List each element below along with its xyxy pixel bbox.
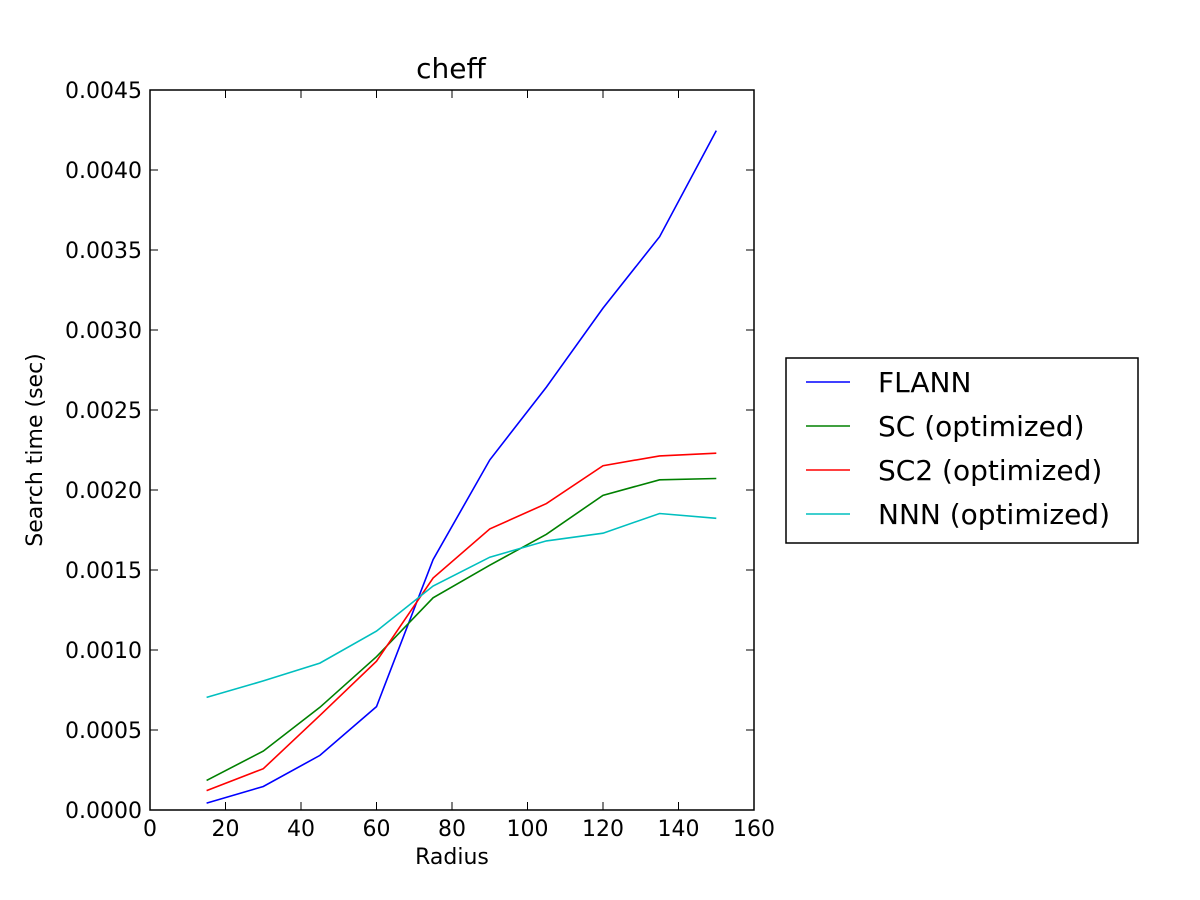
x-tick-label: 0 xyxy=(143,817,157,842)
x-tick-label: 40 xyxy=(287,817,315,842)
y-tick-label: 0.0010 xyxy=(65,639,142,664)
x-axis-label: Radius xyxy=(415,845,489,870)
chart-title: cheff xyxy=(416,52,486,85)
series-lines xyxy=(206,130,718,804)
legend-label: FLANN xyxy=(878,366,971,399)
series-line-2 xyxy=(206,452,717,792)
y-tick-label: 0.0015 xyxy=(65,559,142,584)
plot-frame xyxy=(149,89,755,811)
y-tick-label: 0.0030 xyxy=(65,319,142,344)
y-axis-label: Search time (sec) xyxy=(23,353,48,547)
y-tick-label: 0.0000 xyxy=(65,799,142,824)
y-axis-ticks: 0.0000 0.0005 0.0010 0.0015 0.0020 0.0025 0.00… xyxy=(65,79,754,824)
plot-area: 0 20 40 60 80 100 120 140 160 0.0000 0.0005 0.0010… xyxy=(65,79,775,842)
y-tick-label: 0.0040 xyxy=(65,159,142,184)
x-tick-label: 80 xyxy=(438,817,466,842)
legend-label: SC2 (optimized) xyxy=(878,454,1102,487)
series-line-0 xyxy=(206,130,718,804)
series-line-1 xyxy=(206,477,717,782)
legend-label: SC (optimized) xyxy=(878,410,1085,443)
y-tick-label: 0.0025 xyxy=(65,399,142,424)
legend: FLANN SC (optimized) SC2 (optimized) NNN (o… xyxy=(785,357,1139,544)
y-tick-label: 0.0020 xyxy=(65,479,142,504)
y-tick-label: 0.0005 xyxy=(65,719,142,744)
series-line-3 xyxy=(206,512,717,699)
x-tick-label: 100 xyxy=(507,817,549,842)
x-tick-label: 160 xyxy=(733,817,775,842)
x-axis-ticks: 0 20 40 60 80 100 120 140 160 xyxy=(143,90,775,842)
legend-frame xyxy=(785,357,1139,544)
x-tick-label: 20 xyxy=(212,817,240,842)
x-tick-label: 140 xyxy=(658,817,700,842)
y-tick-label: 0.0035 xyxy=(65,239,142,264)
x-tick-label: 60 xyxy=(363,817,391,842)
x-tick-label: 120 xyxy=(582,817,624,842)
y-tick-label: 0.0045 xyxy=(65,79,142,104)
legend-label: NNN (optimized) xyxy=(878,498,1110,531)
